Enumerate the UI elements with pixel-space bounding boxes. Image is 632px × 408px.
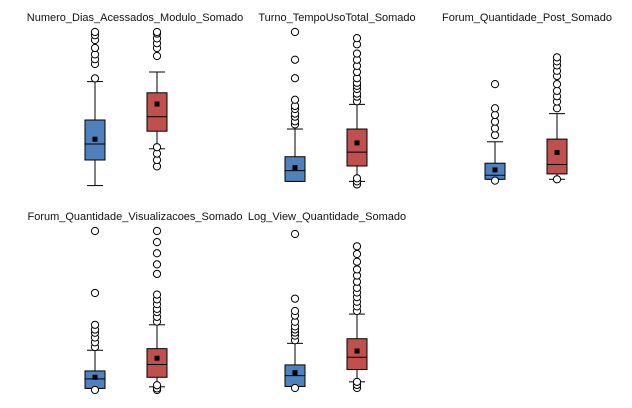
box-series-1	[284, 27, 306, 182]
outlier-point	[290, 55, 300, 64]
mean-marker	[92, 136, 98, 142]
mean-marker	[554, 150, 560, 155]
outlier-point	[490, 110, 500, 120]
outlier-point	[152, 249, 162, 258]
panel-title: Turno_TempoUsoTotal_Somado	[258, 12, 415, 24]
boxplot-panel: Forum_Quantidade_Visualizacoes_Somado	[27, 211, 243, 395]
outlier-point	[490, 104, 500, 113]
outlier-point	[552, 175, 562, 184]
interquartile-box	[346, 128, 368, 167]
outlier-point	[352, 49, 362, 58]
mean-marker	[154, 355, 160, 361]
outlier-point	[152, 381, 162, 390]
outlier-point	[90, 43, 100, 53]
outlier-point	[552, 53, 562, 62]
outlier-point	[152, 260, 162, 269]
panel-title: Log_View_Quantidade_Somado	[248, 211, 406, 223]
outlier-point	[490, 130, 500, 140]
panel-title: Forum_Quantidade_Visualizacoes_Somado	[27, 211, 242, 223]
box-series-1	[484, 80, 506, 185]
outlier-point	[552, 80, 562, 89]
outlier-point	[352, 265, 362, 274]
outlier-point	[90, 288, 100, 298]
interquartile-box	[146, 92, 168, 132]
boxplot-panel: Forum_Quantidade_Post_Somado	[442, 12, 612, 185]
box-series-1	[284, 229, 306, 393]
outlier-point	[490, 80, 500, 89]
mean-marker	[92, 374, 98, 380]
outlier-point	[352, 242, 362, 251]
box-series-2	[346, 34, 368, 189]
outlier-point	[290, 294, 300, 303]
panel-title: Numero_Dias_Acessados_Modulo_Somado	[27, 12, 243, 24]
interquartile-box	[346, 338, 368, 371]
outlier-point	[552, 86, 562, 95]
box-series-2	[546, 53, 568, 184]
box-series-2	[346, 242, 368, 393]
outlier-point	[290, 383, 300, 393]
mean-marker	[154, 101, 160, 107]
mean-marker	[292, 165, 298, 171]
boxplot-panel: Numero_Dias_Acessados_Modulo_Somado	[27, 12, 243, 187]
outlier-point	[290, 229, 300, 239]
box-series-1	[84, 226, 106, 395]
outlier-point	[490, 176, 500, 185]
outlier-point	[152, 290, 162, 299]
outlier-point	[352, 34, 362, 43]
outlier-point	[352, 377, 362, 386]
outlier-point	[290, 95, 300, 104]
outlier-point	[90, 320, 100, 329]
box-series-1	[84, 27, 106, 187]
outlier-point	[490, 124, 500, 133]
outlier-point	[352, 257, 362, 266]
outlier-point	[352, 174, 362, 183]
outlier-point	[152, 143, 162, 152]
outlier-point	[90, 385, 100, 395]
interquartile-box	[546, 138, 568, 175]
outlier-point	[352, 249, 362, 259]
outlier-point	[552, 104, 562, 113]
outlier-point	[490, 117, 500, 126]
box-series-2	[146, 226, 168, 395]
mean-marker	[354, 348, 360, 354]
outlier-point	[152, 269, 162, 279]
outlier-point	[152, 51, 162, 61]
boxplot-panel: Log_View_Quantidade_Somado	[248, 211, 406, 393]
outlier-point	[152, 238, 162, 247]
outlier-point	[152, 27, 162, 37]
outlier-point	[90, 74, 100, 83]
box-series-2	[146, 27, 168, 171]
mean-marker	[354, 140, 360, 146]
outlier-point	[290, 27, 300, 37]
panel-title: Forum_Quantidade_Post_Somado	[442, 12, 612, 24]
outlier-point	[90, 27, 100, 37]
outlier-point	[90, 226, 100, 236]
interquartile-box	[146, 348, 168, 378]
outlier-point	[290, 306, 300, 316]
mean-marker	[292, 370, 298, 376]
outlier-point	[290, 74, 300, 83]
mean-marker	[492, 167, 498, 173]
outlier-point	[152, 226, 162, 236]
boxplot-panel: Turno_TempoUsoTotal_Somado	[258, 12, 416, 189]
